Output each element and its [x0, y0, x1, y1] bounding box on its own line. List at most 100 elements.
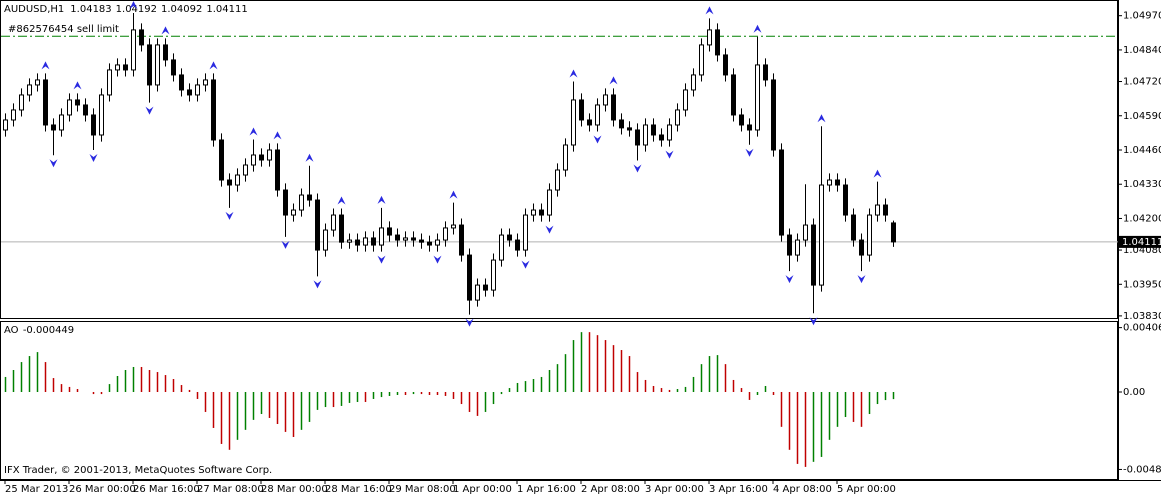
fractal-down [49, 159, 58, 168]
low-value: 1.04092 [161, 4, 202, 15]
x-tick-label: 3 Apr 00:00 [645, 484, 704, 495]
candle-body [763, 64, 768, 81]
candle-body [667, 124, 672, 141]
fractal-up [377, 195, 386, 204]
x-tick-label: 25 Mar 2013 [5, 484, 68, 495]
candle-body [603, 94, 608, 106]
candle-body [675, 109, 680, 126]
candle-body [91, 114, 96, 136]
candle-body [427, 241, 432, 246]
candle-body [339, 214, 344, 243]
candle-body [315, 199, 320, 251]
fractal-up [129, 1, 138, 10]
candle-body [59, 114, 64, 131]
candle-body [851, 214, 856, 241]
fractal-up [209, 61, 218, 70]
candle-body [331, 214, 336, 231]
fractal-down [377, 255, 386, 264]
candle-body [635, 129, 640, 146]
candle-body [699, 44, 704, 76]
bid-label: 1.04111 [1122, 237, 1161, 248]
x-tick-label: 26 Mar 16:00 [133, 484, 200, 495]
fractal-down [545, 225, 554, 234]
fractal-down [225, 211, 234, 220]
candle-body [379, 227, 384, 246]
fractal-down [89, 153, 98, 162]
candle-body [43, 79, 48, 126]
candle-body [347, 239, 352, 243]
fractal-up [753, 24, 762, 33]
candle-body [107, 69, 112, 96]
indicator-panel-frame [0, 321, 1118, 480]
fractal-up [609, 76, 618, 85]
candle-body [579, 99, 584, 121]
candle-body [531, 209, 536, 216]
candle-body [571, 99, 576, 146]
candle-body [739, 114, 744, 126]
candle-body [411, 237, 416, 241]
fractal-down [281, 240, 290, 249]
candle-body [451, 224, 456, 229]
candle-body [211, 79, 216, 141]
x-tick-label: 28 Mar 16:00 [325, 484, 392, 495]
candle-body [203, 79, 208, 86]
candle-body [499, 234, 504, 261]
candle-body [275, 149, 280, 191]
candle-body [35, 79, 40, 86]
candle-body [83, 104, 88, 116]
candle-body [731, 74, 736, 116]
candle-body [659, 134, 664, 141]
x-tick-label: 1 Apr 00:00 [453, 484, 512, 495]
fractal-up [705, 6, 714, 15]
candle-body [507, 234, 512, 241]
candle-body [299, 194, 304, 211]
candle-body [643, 124, 648, 146]
candle-body [131, 29, 136, 71]
candle-body [155, 44, 160, 86]
candle-body [691, 74, 696, 91]
candle-body [611, 94, 616, 121]
candle-body [587, 119, 592, 126]
candle-body [779, 149, 784, 236]
candle-body [627, 127, 632, 131]
high-value: 1.04192 [116, 4, 157, 15]
candle-body [747, 124, 752, 131]
close-value: 1.04111 [206, 4, 247, 15]
candle-body [267, 149, 272, 161]
y-tick-label: -0.00489 [1123, 464, 1161, 475]
candle-body [555, 169, 560, 191]
order-label: #862576454 sell limit [8, 24, 119, 35]
x-tick-label: 2 Apr 08:00 [581, 484, 640, 495]
candle-body [363, 237, 368, 246]
y-tick-label: 1.04840 [1123, 45, 1161, 56]
y-tick-label: 1.04330 [1123, 179, 1161, 190]
fractal-up [569, 69, 578, 78]
candle-body [843, 184, 848, 216]
fractal-up [73, 81, 82, 90]
candle-body [75, 99, 80, 106]
candle-body [795, 239, 800, 256]
candle-body [419, 239, 424, 243]
fractal-up [337, 196, 346, 205]
candle-body [27, 84, 32, 96]
open-value: 1.04183 [70, 4, 111, 15]
x-tick-label: 26 Mar 00:00 [69, 484, 136, 495]
fractal-down [465, 318, 474, 327]
candle-body [811, 224, 816, 286]
x-tick-label: 29 Mar 08:00 [389, 484, 456, 495]
fractal-down [313, 280, 322, 289]
y-tick-label: 1.04590 [1123, 111, 1161, 122]
candle-body [755, 64, 760, 131]
fractal-down [433, 255, 442, 264]
candle-body [371, 237, 376, 246]
candle-body [355, 239, 360, 246]
candle-body [539, 209, 544, 216]
candle-body [251, 154, 256, 166]
y-tick-label: 1.04460 [1123, 145, 1161, 156]
candle-body [515, 239, 520, 251]
fractal-down [633, 164, 642, 173]
y-tick-label: 0.004065 [1123, 323, 1161, 334]
candle-body [243, 164, 248, 176]
